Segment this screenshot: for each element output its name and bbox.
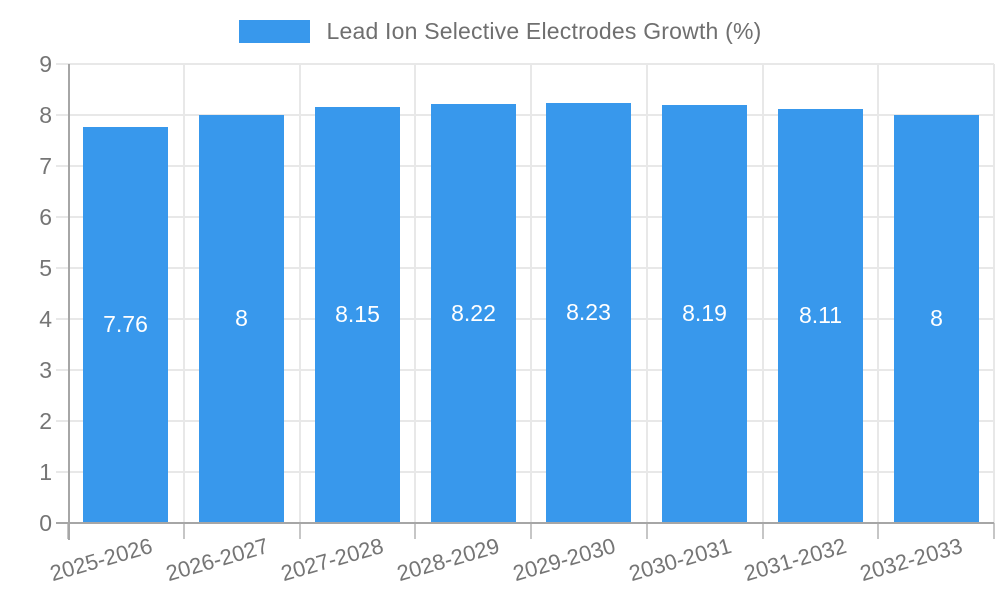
x-axis-tick: [762, 523, 764, 539]
x-gridline: [877, 64, 879, 523]
x-axis-tick: [414, 523, 416, 539]
bar[interactable]: 8.23: [546, 103, 631, 522]
y-tick-label: 9: [39, 51, 52, 77]
x-tick-label: 2031-2032: [740, 533, 849, 587]
y-axis-tick: [56, 63, 68, 65]
x-axis-tick: [877, 523, 879, 539]
bar-value-label: 8.22: [451, 300, 496, 326]
x-axis-tick: [183, 523, 185, 539]
bar-value-label: 7.76: [103, 311, 148, 337]
bar[interactable]: 8: [894, 115, 979, 522]
y-tick-label: 5: [39, 255, 52, 281]
x-gridline: [646, 64, 648, 523]
x-gridline: [530, 64, 532, 523]
y-tick-label: 7: [39, 153, 52, 179]
x-gridline: [993, 64, 995, 523]
x-tick-label: 2029-2030: [509, 533, 618, 587]
x-gridline: [183, 64, 185, 523]
x-tick-label: 2030-2031: [625, 533, 734, 587]
bar-value-label: 8.15: [335, 301, 380, 327]
bar-value-label: 8: [235, 305, 248, 331]
x-gridline: [762, 64, 764, 523]
bar-value-label: 8: [930, 305, 943, 331]
y-tick-label: 8: [39, 102, 52, 128]
x-axis-tick: [299, 523, 301, 539]
x-tick-label: 2027-2028: [277, 533, 386, 587]
x-tick-label: 2025-2026: [46, 533, 155, 587]
bar[interactable]: 7.76: [83, 127, 168, 522]
y-axis-tick: [56, 165, 68, 167]
bar[interactable]: 8: [199, 115, 284, 522]
x-gridline: [414, 64, 416, 523]
x-tick-label: 2032-2033: [856, 533, 965, 587]
x-axis-tick: [530, 523, 532, 539]
bar[interactable]: 8.11: [778, 109, 863, 522]
y-axis-tick: [56, 114, 68, 116]
bar[interactable]: 8.22: [431, 104, 516, 522]
x-axis-line: [56, 522, 994, 524]
x-tick-label: 2026-2027: [162, 533, 271, 587]
bar-value-label: 8.19: [682, 300, 727, 326]
x-gridline: [299, 64, 301, 523]
x-axis-tick: [993, 523, 995, 539]
y-axis-tick: [56, 267, 68, 269]
legend[interactable]: Lead Ion Selective Electrodes Growth (%): [0, 18, 1000, 45]
y-axis-line: [68, 64, 70, 540]
y-tick-label: 4: [39, 306, 52, 332]
y-axis-tick: [56, 369, 68, 371]
y-axis-tick: [56, 471, 68, 473]
legend-label: Lead Ion Selective Electrodes Growth (%): [326, 18, 762, 44]
y-axis-tick: [56, 318, 68, 320]
bar-value-label: 8.11: [798, 302, 843, 328]
y-axis-tick: [56, 216, 68, 218]
y-axis-tick: [56, 420, 68, 422]
bar-value-label: 8.23: [566, 299, 611, 325]
y-tick-label: 1: [39, 459, 52, 485]
y-tick-label: 2: [39, 408, 52, 434]
legend-swatch: [238, 20, 310, 43]
bar[interactable]: 8.19: [662, 105, 747, 522]
bar[interactable]: 8.15: [315, 107, 400, 522]
y-tick-label: 6: [39, 204, 52, 230]
x-tick-label: 2028-2029: [393, 533, 502, 587]
x-axis-tick: [646, 523, 648, 539]
plot-area: 0 1 2 3 4 5 6 7 8 9 7.76 2025-2026 8 2026-2027 8.15 202…: [39, 51, 995, 586]
y-tick-label: 3: [39, 357, 52, 383]
y-tick-label: 0: [39, 510, 52, 536]
